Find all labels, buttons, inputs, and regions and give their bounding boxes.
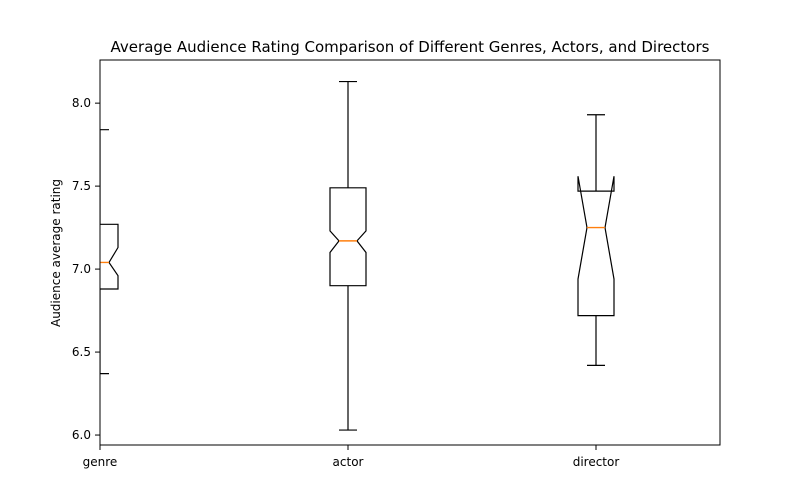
boxes-group xyxy=(100,80,615,431)
plot-area: 6.0 6.5 7.0 7.5 8.0 genre actor director xyxy=(72,59,721,469)
y-tick-label: 8.0 xyxy=(72,96,91,110)
axes-frame xyxy=(99,59,721,446)
y-axis-label: Audience average rating xyxy=(49,179,63,327)
y-tick-label: 7.0 xyxy=(72,262,91,276)
x-tick-label: director xyxy=(573,455,620,469)
y-tick-label: 6.0 xyxy=(72,428,91,442)
x-tick-label: genre xyxy=(83,455,118,469)
x-tick-label: actor xyxy=(333,455,364,469)
notched-box xyxy=(329,187,367,287)
box-director xyxy=(577,114,615,366)
notched-box xyxy=(577,176,615,317)
y-tick-label: 6.5 xyxy=(72,345,91,359)
box-genre xyxy=(100,129,119,375)
notched-box xyxy=(100,223,119,290)
chart-title: Average Audience Rating Comparison of Di… xyxy=(111,38,710,56)
y-tick-label: 7.5 xyxy=(72,179,91,193)
box-actor xyxy=(329,80,367,431)
